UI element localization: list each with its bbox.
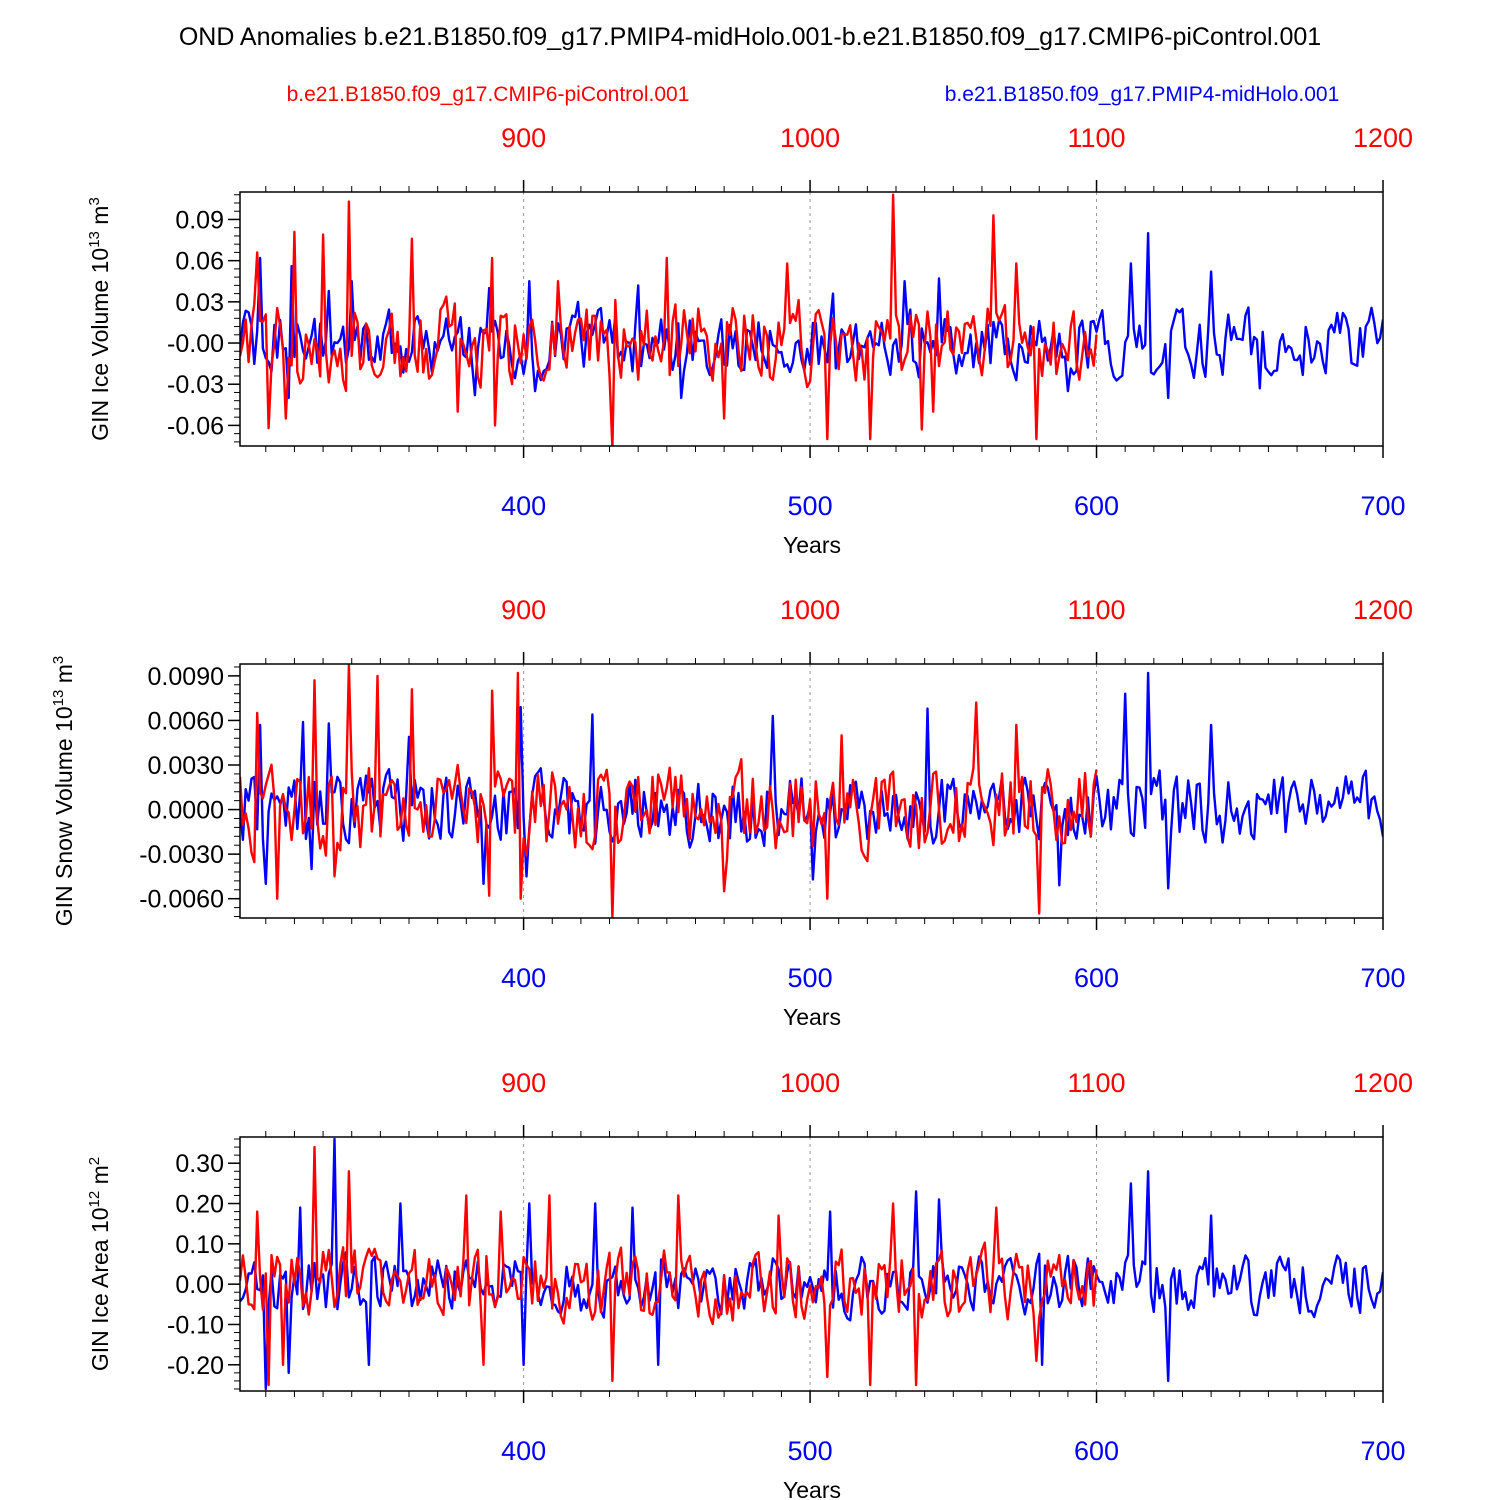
legend-red-label: b.e21.B1850.f09_g17.CMIP6-piControl.001 (287, 83, 690, 106)
y-tick-label: 0.06 (175, 248, 224, 276)
series-line-red (240, 1145, 1098, 1387)
y-axis-label: GIN Ice Area 1012 m2 (86, 1157, 113, 1371)
series-line-red (240, 664, 1098, 918)
chart-panel-3: 0.30 0.20 0.10 0.00 -0.10 -0.20 900 1000 1100 120… (86, 1068, 1413, 1500)
bottom-x-tick-label: 700 (1360, 963, 1405, 993)
y-tick-label: 0.03 (175, 289, 224, 317)
y-tick-label: 0.0030 (148, 752, 224, 780)
legend-blue-label: b.e21.B1850.f09_g17.PMIP4-midHolo.001 (945, 83, 1340, 106)
bottom-x-tick-label: 600 (1074, 963, 1119, 993)
bottom-x-tick-label: 400 (501, 1436, 546, 1466)
y-tick-label: 0.09 (175, 206, 224, 234)
x-axis-label: Years (783, 1477, 841, 1500)
top-x-tick-label: 1200 (1353, 123, 1413, 153)
y-tick-label: 0.10 (175, 1231, 224, 1259)
bottom-x-tick-label: 600 (1074, 1436, 1119, 1466)
y-tick-label: -0.10 (167, 1311, 224, 1339)
top-x-tick-label: 900 (501, 123, 546, 153)
y-tick-label: -0.20 (167, 1352, 224, 1380)
y-tick-label: 0.0060 (148, 707, 224, 735)
plot-frame (239, 1136, 1384, 1392)
bottom-x-tick-label: 700 (1360, 491, 1405, 521)
top-x-tick-label: 1200 (1353, 595, 1413, 625)
x-axis-label: Years (783, 532, 841, 558)
y-tick-label: -0.0060 (139, 886, 224, 914)
bottom-x-tick-label: 500 (788, 1436, 833, 1466)
bottom-x-tick-label: 600 (1074, 491, 1119, 521)
bottom-x-tick-label: 400 (501, 963, 546, 993)
y-tick-label: -0.00 (167, 330, 224, 358)
bottom-x-tick-label: 700 (1360, 1436, 1405, 1466)
top-x-tick-label: 1100 (1068, 1068, 1126, 1098)
bottom-x-tick-label: 400 (501, 491, 546, 521)
y-tick-label: 0.00 (175, 1271, 224, 1299)
bottom-x-tick-label: 500 (788, 963, 833, 993)
y-tick-label: 0.30 (175, 1150, 224, 1178)
top-x-tick-label: 1000 (780, 1068, 840, 1098)
chart-panel-1: 0.09 0.06 0.03 -0.00 -0.03 -0.06 900 1000 1100 12… (86, 123, 1413, 558)
top-x-tick-label: 1100 (1068, 595, 1126, 625)
x-axis-label: Years (783, 1004, 841, 1030)
y-tick-label: -0.03 (167, 371, 224, 399)
figure-title: OND Anomalies b.e21.B1850.f09_g17.PMIP4-… (179, 23, 1321, 51)
chart-panel-2: 0.0090 0.0060 0.0030 0.0000 -0.0030 -0.0060 90… (50, 595, 1413, 1030)
plot-frame (239, 191, 1384, 447)
top-x-tick-label: 1100 (1068, 123, 1126, 153)
y-tick-label: 0.0000 (148, 797, 224, 825)
top-x-tick-label: 1000 (780, 123, 840, 153)
top-x-tick-label: 900 (501, 595, 546, 625)
top-x-tick-label: 1000 (780, 595, 840, 625)
y-tick-label: 0.0090 (148, 663, 224, 691)
top-x-tick-label: 1200 (1353, 1068, 1413, 1098)
y-tick-label: 0.20 (175, 1191, 224, 1219)
plot-frame (239, 663, 1384, 919)
y-tick-label: -0.06 (167, 412, 224, 440)
series-line-red (240, 193, 1098, 446)
top-x-tick-label: 900 (501, 1068, 546, 1098)
series-line-blue (240, 1137, 1383, 1391)
series-line-blue (240, 232, 1383, 400)
y-axis-label: GIN Ice Volume 1013 m3 (86, 197, 113, 441)
y-tick-label: -0.0030 (139, 841, 224, 869)
y-axis-label: GIN Snow Volume 1013 m3 (50, 656, 77, 927)
bottom-x-tick-label: 500 (788, 491, 833, 521)
